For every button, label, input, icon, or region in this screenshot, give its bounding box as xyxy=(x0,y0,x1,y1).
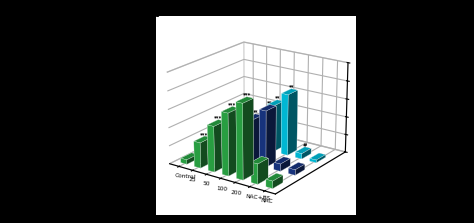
Text: c: c xyxy=(154,9,160,19)
